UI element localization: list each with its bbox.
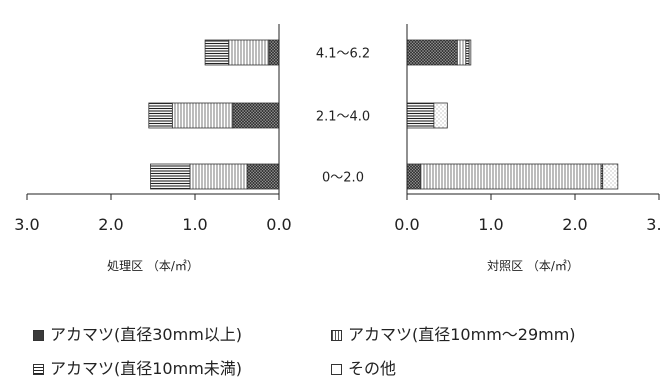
bar-control-other-2: [602, 163, 619, 190]
axes-layer: [26, 24, 660, 200]
bar-treatment-dbh-under-10-1: [148, 102, 173, 129]
labels-layer: 0.0 1.0 2.0 3.0 処理区 （本/㎡） 0.0 1.0 2.0 3.0 対照区 （本/…: [14, 47, 660, 274]
bar-control-dbh-under-10-0: [465, 39, 470, 66]
bar-control-dbh-10-29-0: [456, 39, 467, 66]
bar-treatment-dbh-10-29-1: [171, 102, 234, 129]
tick-label-treatment: 3.0: [14, 215, 39, 234]
tick-label-control: 3.0: [646, 215, 660, 234]
tick-label-treatment: 0.0: [266, 215, 291, 234]
tick-label-treatment: 2.0: [98, 215, 123, 234]
legend-label: その他: [348, 359, 397, 378]
dotted-swatch-icon: [331, 364, 342, 375]
category-label: 4.1〜6.2: [316, 47, 370, 62]
chart: 0.0 1.0 2.0 3.0 処理区 （本/㎡） 0.0 1.0 2.0 3.0 対照区 （本/…: [14, 24, 660, 274]
bar-treatment-dbh-10-29-0: [228, 39, 270, 66]
vertical-stripe-swatch-icon: [331, 330, 342, 341]
bar-treatment-dbh-10-29-2: [189, 163, 248, 190]
legend-item-dbh-30-plus: アカマツ(直径30mm以上): [33, 321, 242, 345]
bar-control-dbh-under-10-1: [406, 102, 435, 129]
bar-control-dbh-10-29-2: [420, 163, 602, 190]
bar-treatment-dbh-under-10-0: [204, 39, 230, 66]
legend-label: アカマツ(直径10mm〜29mm): [348, 325, 576, 344]
bar-control-other-0: [468, 39, 472, 66]
tick-label-control: 1.0: [478, 215, 503, 234]
tick-label-treatment: 1.0: [182, 215, 207, 234]
tick-label-control: 2.0: [562, 215, 587, 234]
category-label: 2.1〜4.0: [316, 110, 370, 125]
legend-item-other: その他: [331, 355, 396, 379]
legend-label: アカマツ(直径30mm以上): [50, 325, 243, 344]
cross-hatch-swatch-icon: [33, 330, 44, 341]
tick-label-control: 0.0: [394, 215, 419, 234]
axis-title-treatment: 処理区 （本/㎡）: [107, 259, 199, 273]
axis-title-control: 対照区 （本/㎡）: [487, 259, 579, 273]
bar-treatment-dbh-30-plus-1: [232, 102, 280, 129]
legend-label: アカマツ(直径10mm未満): [50, 359, 243, 378]
bar-control-dbh-30-plus-2: [406, 163, 421, 190]
category-label: 0〜2.0: [322, 171, 364, 186]
bars-layer: [148, 39, 619, 190]
bar-treatment-dbh-30-plus-0: [268, 39, 280, 66]
bar-treatment-dbh-under-10-2: [150, 163, 191, 190]
legend-item-dbh-10-29: アカマツ(直径10mm〜29mm): [331, 321, 576, 345]
legend-item-dbh-under-10: アカマツ(直径10mm未満): [33, 355, 242, 379]
bar-treatment-dbh-30-plus-2: [246, 163, 280, 190]
bar-control-other-1: [433, 102, 448, 129]
bar-control-dbh-30-plus-0: [406, 39, 458, 66]
horizontal-stripe-swatch-icon: [33, 364, 44, 375]
